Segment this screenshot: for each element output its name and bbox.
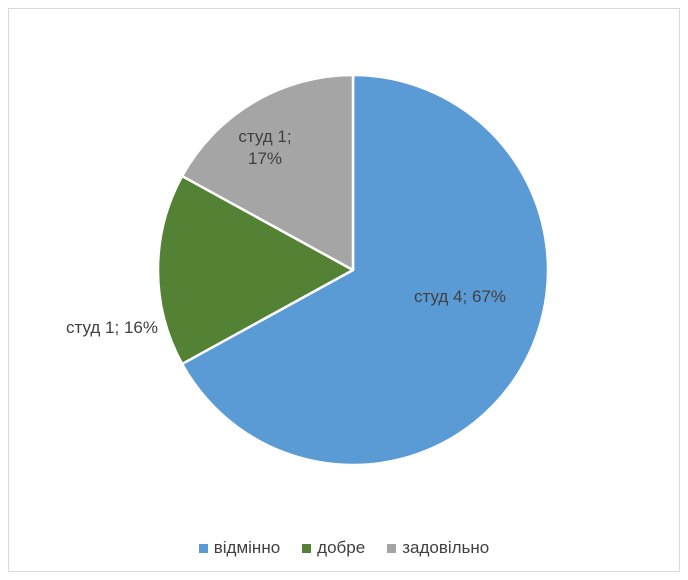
- legend-swatch: [302, 543, 312, 553]
- chart-border: [8, 8, 680, 572]
- pie-slice: [156, 174, 355, 366]
- legend-swatch: [198, 543, 208, 553]
- legend: відмінно добре задовільно: [0, 538, 688, 558]
- data-label: студ 1; 16%: [66, 318, 158, 337]
- data-label: студ 4; 67%: [414, 287, 506, 306]
- data-label: студ 1; 17%: [238, 127, 292, 168]
- legend-item: добре: [302, 538, 365, 558]
- pie-slice: [180, 73, 355, 272]
- legend-item: відмінно: [198, 538, 281, 558]
- legend-label: задовільно: [402, 538, 490, 557]
- pie-slice: [180, 73, 550, 467]
- legend-label: відмінно: [213, 538, 281, 557]
- legend-swatch: [387, 543, 397, 553]
- legend-item: задовільно: [387, 538, 489, 558]
- legend-label: добре: [317, 538, 366, 557]
